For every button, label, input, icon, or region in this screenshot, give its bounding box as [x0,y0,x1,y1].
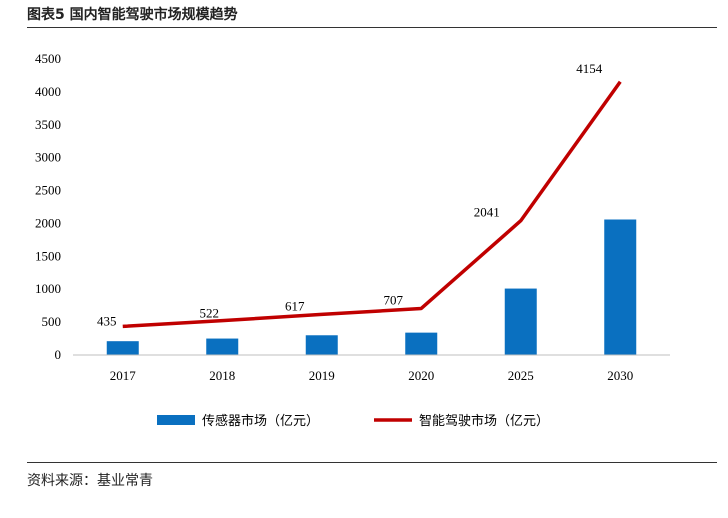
bar [106,341,139,355]
y-tick-label: 1000 [35,281,61,296]
y-tick-label: 4500 [35,51,61,66]
y-tick-label: 1500 [35,248,61,263]
series-line [122,80,622,329]
data-label: 617 [285,298,305,313]
y-tick-label: 3000 [35,150,61,165]
y-tick-label: 0 [55,347,62,362]
top-rule [27,27,717,28]
bar [604,219,637,355]
bar [504,288,537,355]
x-tick-label: 2020 [408,368,434,383]
y-tick-label: 2500 [35,183,61,198]
legend-label-line: 智能驾驶市场（亿元） [419,413,549,429]
y-tick-label: 3500 [35,117,61,132]
y-tick-label: 500 [42,314,62,329]
data-label: 2041 [474,205,500,220]
data-label: 4154 [576,61,603,76]
legend-swatch-bar [157,415,195,425]
data-labels: 435 522 617 707 2041 4154 [97,61,603,329]
bar [206,338,239,355]
bar-series [106,219,637,355]
data-label: 707 [384,292,404,307]
data-label: 522 [200,306,220,321]
y-tick-label: 2000 [35,215,61,230]
y-tick-label: 4000 [35,84,61,99]
bottom-rule [27,462,717,463]
x-tick-label: 2019 [309,368,335,383]
bar [305,335,338,355]
figure-title: 图表5 国内智能驾驶市场规模趋势 [27,7,238,23]
legend: 传感器市场（亿元） 智能驾驶市场（亿元） [157,413,549,429]
bar [405,332,438,355]
x-tick-label: 2017 [110,368,137,383]
x-axis: 2017 2018 2019 2020 2025 2030 [110,368,634,383]
line-series [122,80,622,329]
y-axis: 0 500 1000 1500 2000 2500 3000 3500 4000 4500 [35,51,61,362]
data-label: 435 [97,313,117,328]
x-tick-label: 2025 [508,368,534,383]
source-note: 资料来源：基业常青 [27,473,153,489]
x-tick-label: 2018 [209,368,235,383]
x-tick-label: 2030 [607,368,633,383]
legend-label-bar: 传感器市场（亿元） [202,413,319,429]
